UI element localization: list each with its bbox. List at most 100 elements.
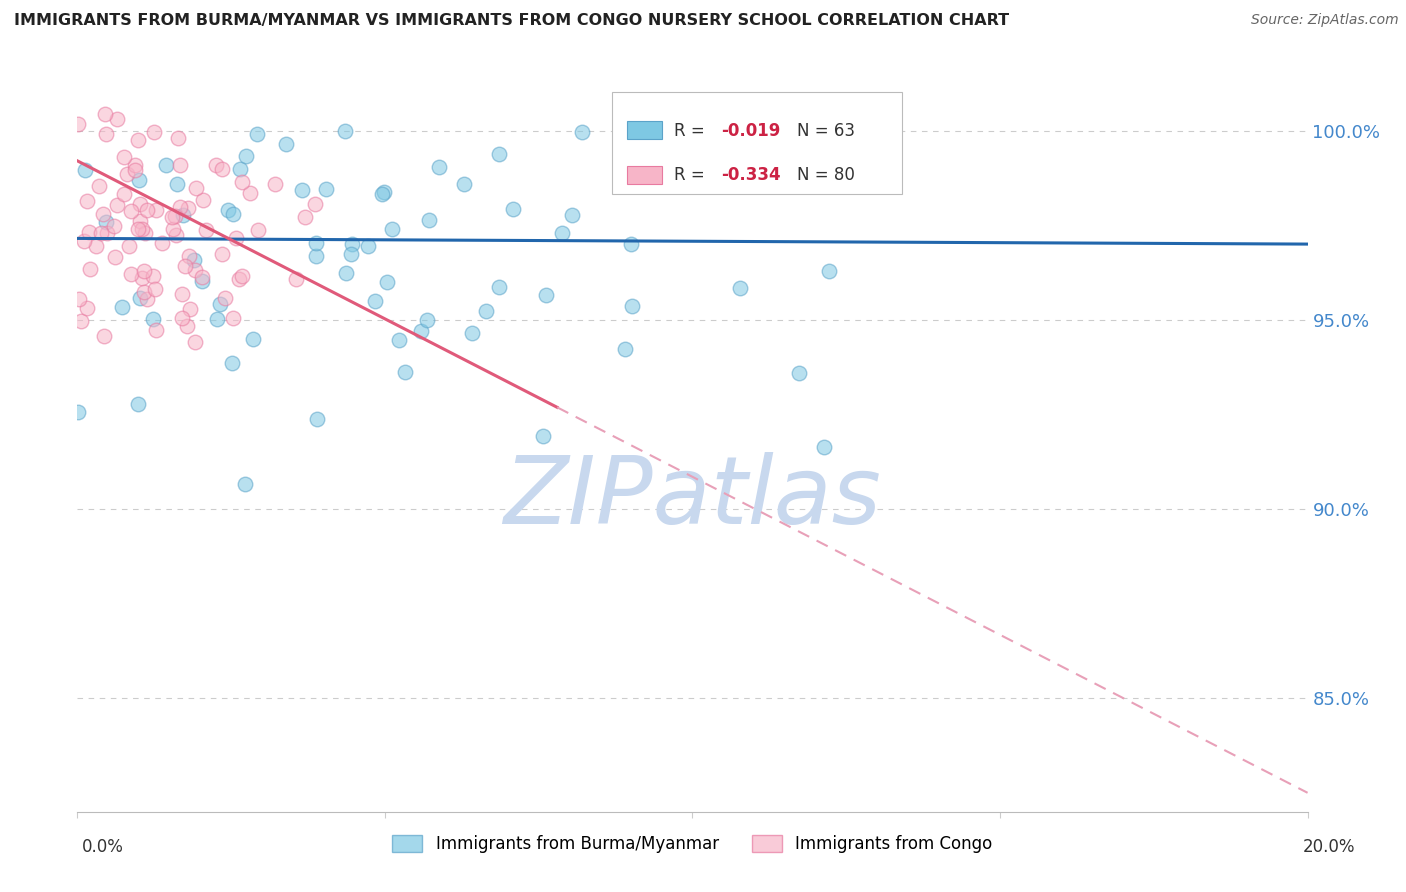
Point bbox=[170, 311, 193, 326]
Point bbox=[129, 214, 152, 228]
Point bbox=[176, 318, 198, 333]
Point bbox=[134, 226, 156, 240]
Point bbox=[124, 163, 146, 178]
Point bbox=[184, 180, 207, 194]
Point bbox=[561, 208, 583, 222]
Point bbox=[127, 397, 149, 411]
Point bbox=[222, 311, 245, 326]
Point bbox=[370, 186, 392, 201]
Point bbox=[172, 208, 194, 222]
Point bbox=[169, 158, 191, 172]
Point bbox=[502, 202, 524, 217]
Point bbox=[285, 271, 308, 285]
Point bbox=[818, 264, 841, 278]
Point bbox=[174, 259, 197, 273]
Point bbox=[531, 429, 554, 443]
Point bbox=[76, 194, 98, 208]
Point bbox=[115, 167, 138, 181]
Point bbox=[461, 326, 484, 340]
FancyBboxPatch shape bbox=[613, 93, 901, 194]
Point bbox=[150, 236, 173, 251]
Point bbox=[246, 127, 269, 141]
Point bbox=[89, 226, 111, 240]
Point bbox=[124, 158, 146, 172]
Text: N = 63: N = 63 bbox=[797, 122, 855, 140]
Text: IMMIGRANTS FROM BURMA/MYANMAR VS IMMIGRANTS FROM CONGO NURSERY SCHOOL CORRELATIO: IMMIGRANTS FROM BURMA/MYANMAR VS IMMIGRA… bbox=[14, 13, 1010, 29]
Point bbox=[179, 249, 201, 263]
Point bbox=[166, 177, 188, 191]
Point bbox=[134, 264, 156, 278]
Point bbox=[131, 222, 153, 236]
Point bbox=[214, 291, 236, 305]
Point bbox=[94, 127, 117, 141]
Point bbox=[335, 266, 357, 280]
Point bbox=[129, 291, 152, 305]
Point bbox=[304, 197, 326, 211]
Point bbox=[120, 204, 142, 219]
Point bbox=[179, 301, 201, 316]
Point bbox=[787, 366, 810, 380]
Point bbox=[165, 227, 187, 242]
Point bbox=[315, 182, 337, 196]
Point bbox=[427, 161, 450, 175]
Point bbox=[488, 280, 510, 294]
Point bbox=[411, 324, 433, 338]
Point bbox=[229, 162, 252, 177]
FancyBboxPatch shape bbox=[627, 121, 662, 139]
Point bbox=[813, 440, 835, 454]
FancyBboxPatch shape bbox=[627, 166, 662, 184]
Point bbox=[211, 246, 233, 260]
Point bbox=[488, 147, 510, 161]
Point bbox=[205, 312, 228, 326]
Point bbox=[127, 221, 149, 235]
Point bbox=[142, 311, 165, 326]
Point bbox=[118, 238, 141, 252]
Text: ZIPatlas: ZIPatlas bbox=[503, 451, 882, 542]
Point bbox=[183, 252, 205, 267]
Point bbox=[193, 194, 215, 208]
Point bbox=[291, 183, 314, 197]
Point bbox=[73, 163, 96, 178]
Point bbox=[136, 203, 159, 218]
Point bbox=[163, 209, 186, 223]
Point bbox=[104, 250, 127, 264]
Point bbox=[225, 231, 247, 245]
Point bbox=[93, 329, 115, 343]
Point bbox=[127, 133, 149, 147]
Point bbox=[111, 301, 134, 315]
Point bbox=[191, 274, 214, 288]
Point bbox=[233, 477, 256, 491]
Point bbox=[333, 124, 356, 138]
Point bbox=[87, 179, 110, 194]
Point bbox=[191, 269, 214, 284]
Point bbox=[377, 275, 399, 289]
Point bbox=[166, 131, 188, 145]
Point bbox=[228, 272, 250, 286]
Point bbox=[112, 151, 135, 165]
Point bbox=[145, 323, 167, 337]
Point bbox=[730, 280, 752, 294]
Point bbox=[84, 238, 107, 252]
Point bbox=[155, 157, 177, 171]
Text: N = 80: N = 80 bbox=[797, 166, 855, 185]
Point bbox=[305, 249, 328, 263]
Point bbox=[103, 219, 125, 233]
Point bbox=[453, 178, 475, 192]
Point bbox=[128, 172, 150, 186]
Point bbox=[145, 202, 167, 217]
Point bbox=[211, 162, 233, 177]
Point bbox=[94, 107, 117, 121]
Point bbox=[183, 263, 205, 277]
Point bbox=[160, 210, 183, 224]
Point bbox=[79, 225, 101, 239]
Point bbox=[418, 212, 440, 227]
Point bbox=[394, 365, 416, 379]
Point bbox=[613, 342, 636, 356]
Point bbox=[534, 288, 557, 302]
Text: Source: ZipAtlas.com: Source: ZipAtlas.com bbox=[1251, 13, 1399, 28]
Point bbox=[79, 261, 101, 276]
Point bbox=[105, 198, 128, 212]
Point bbox=[120, 267, 142, 281]
Point bbox=[620, 237, 643, 252]
Text: 20.0%: 20.0% bbox=[1302, 838, 1355, 855]
